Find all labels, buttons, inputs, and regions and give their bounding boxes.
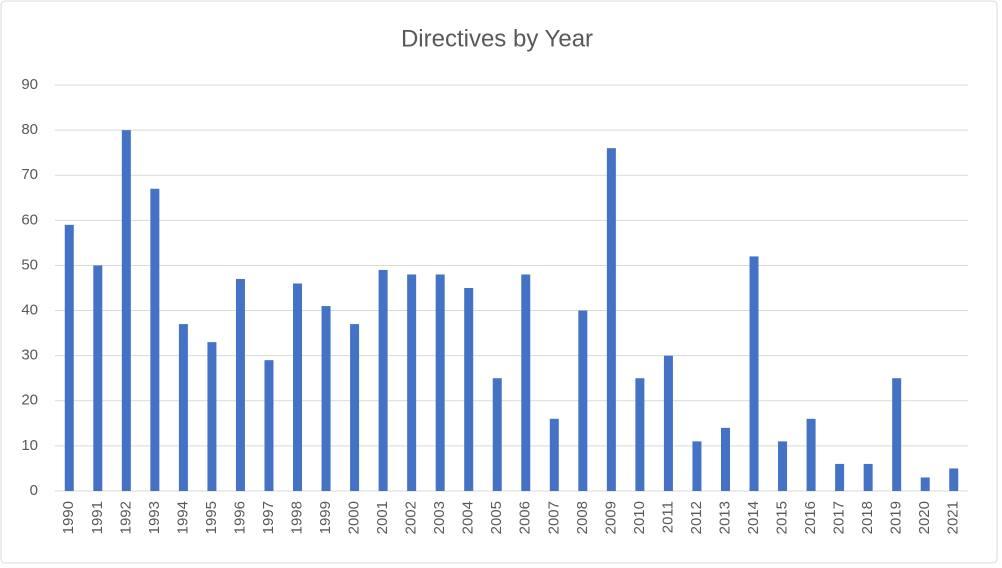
y-tick-label: 60: [21, 211, 38, 228]
bar: [321, 306, 331, 491]
bar: [378, 269, 388, 491]
x-tick-label: 2015: [774, 501, 791, 534]
x-tick-label: 2014: [745, 501, 762, 534]
x-tick-label: 2004: [460, 501, 477, 534]
x-tick-label: 1990: [60, 501, 77, 534]
chart-title: Directives by Year: [401, 25, 593, 52]
y-tick-label: 80: [21, 121, 38, 138]
bar: [578, 310, 588, 491]
x-tick-label: 2011: [659, 501, 676, 533]
x-tick-label: 2002: [403, 501, 420, 534]
x-tick-label: 1993: [146, 501, 163, 534]
bar: [949, 468, 959, 491]
y-tick-label: 30: [21, 347, 38, 364]
x-tick-label: 1991: [89, 501, 106, 534]
bar: [93, 265, 103, 491]
x-tick-label: 2005: [488, 501, 505, 534]
y-tick-label: 40: [21, 302, 38, 319]
x-tick-label: 2016: [802, 501, 819, 534]
y-tick-label: 70: [21, 166, 38, 183]
bar: [863, 463, 873, 491]
bar: [64, 224, 74, 491]
x-tick-label: 2017: [831, 501, 848, 534]
bar: [692, 441, 702, 491]
bar: [492, 378, 502, 491]
x-tick-label: 2003: [431, 501, 448, 534]
bar: [435, 274, 445, 491]
bar: [264, 360, 274, 491]
y-tick-label: 0: [30, 482, 38, 499]
bar: [178, 324, 188, 491]
bar: [749, 256, 759, 491]
y-tick-label: 10: [21, 437, 38, 454]
bar: [806, 418, 816, 491]
x-tick-label: 2009: [602, 501, 619, 534]
x-tick-label: 2001: [374, 501, 391, 534]
x-tick-label: 2019: [888, 501, 905, 534]
x-tick-label: 2013: [716, 501, 733, 534]
bar: [121, 130, 131, 491]
bar: [606, 148, 616, 491]
x-tick-label: 2020: [916, 501, 933, 534]
x-tick-label: 1994: [174, 501, 191, 534]
bar: [407, 274, 417, 491]
x-tick-label: 2007: [545, 501, 562, 534]
bar: [464, 288, 474, 491]
bar: [778, 441, 788, 491]
bar: [663, 355, 673, 491]
x-tick-label: 2010: [631, 501, 648, 534]
x-tick-label: 1997: [260, 501, 277, 534]
bar: [635, 378, 645, 491]
bar: [892, 378, 902, 491]
bar: [549, 418, 559, 491]
bar: [235, 278, 245, 491]
x-tick-label: 2012: [688, 501, 705, 534]
bar: [150, 188, 160, 491]
x-tick-label: 1995: [203, 501, 220, 534]
bar: [293, 283, 303, 491]
bar: [350, 324, 360, 491]
y-tick-label: 20: [21, 392, 38, 409]
x-tick-label: 2006: [517, 501, 534, 534]
x-tick-label: 2021: [945, 501, 962, 534]
y-tick-label: 90: [21, 76, 38, 93]
x-tick-label: 1992: [117, 501, 134, 534]
x-tick-label: 2008: [574, 501, 591, 534]
bar: [207, 342, 217, 491]
bar: [720, 427, 730, 491]
x-tick-label: 2000: [346, 501, 363, 534]
y-tick-label: 50: [21, 256, 38, 273]
x-tick-label: 1996: [231, 501, 248, 534]
bar: [521, 274, 531, 491]
bar: [835, 463, 845, 491]
x-tick-label: 2018: [859, 501, 876, 534]
x-tick-label: 1999: [317, 501, 334, 534]
bar: [920, 477, 930, 491]
x-tick-label: 1998: [288, 501, 305, 534]
